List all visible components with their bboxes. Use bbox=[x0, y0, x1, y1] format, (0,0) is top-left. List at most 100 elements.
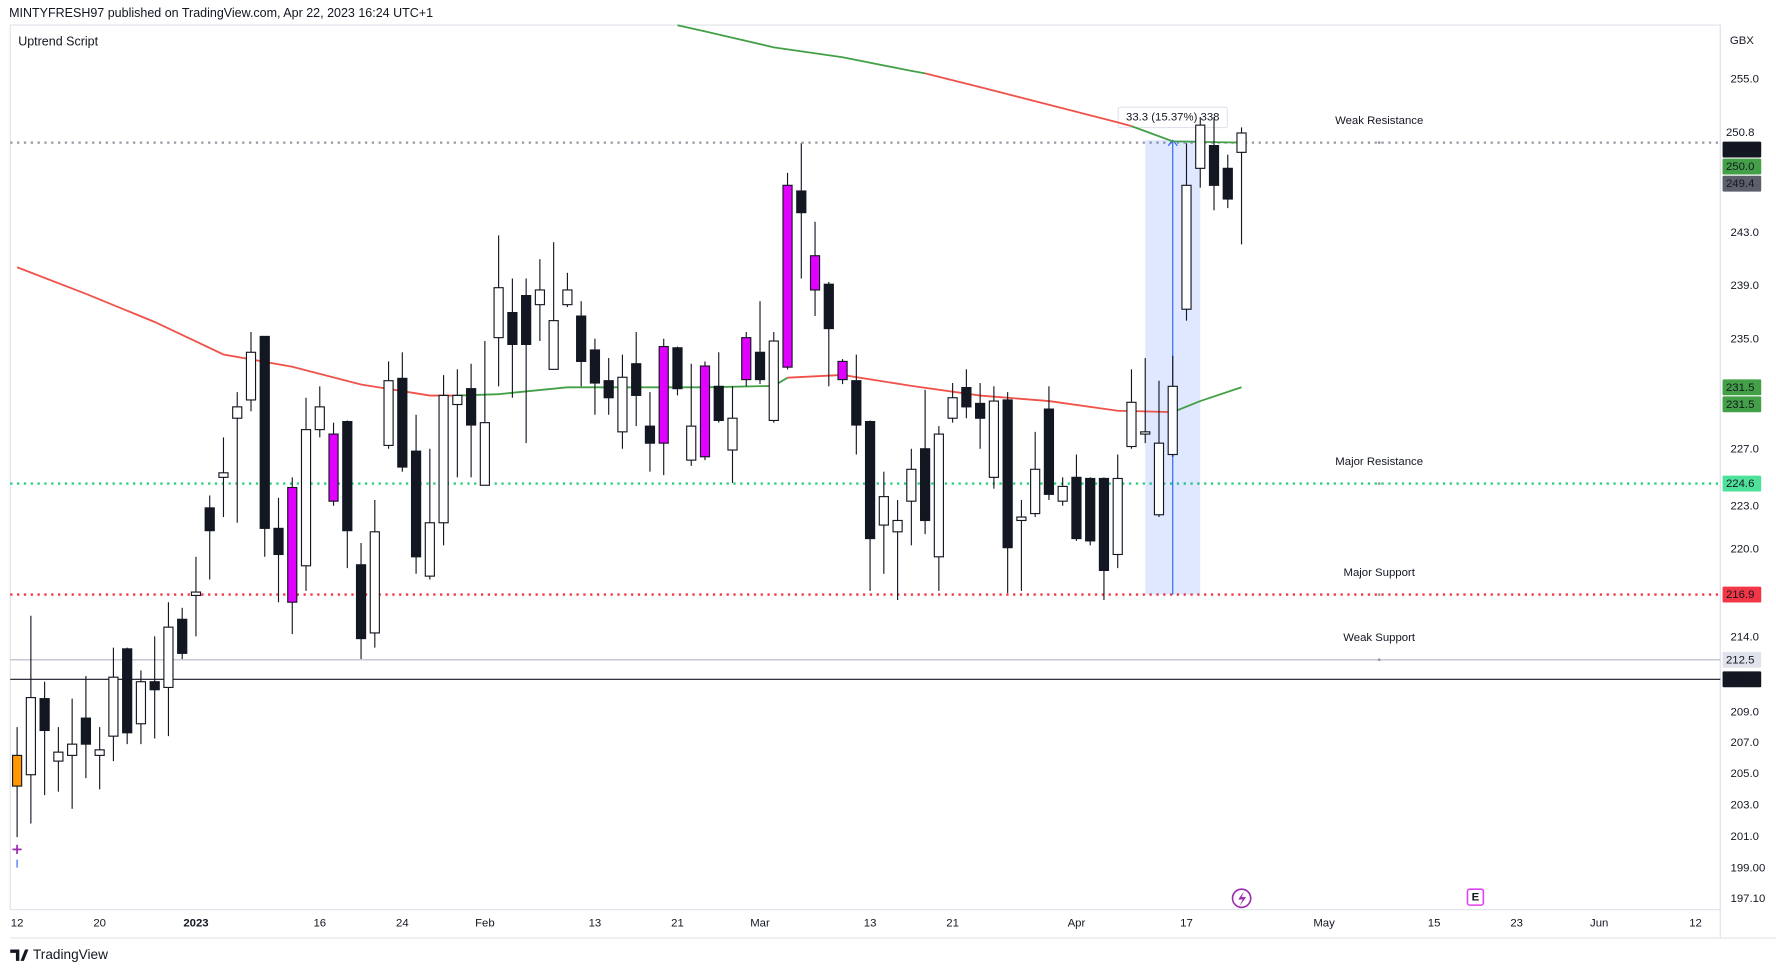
y-tick-label: 203.0 bbox=[1731, 799, 1759, 811]
level-anchor bbox=[1377, 658, 1381, 662]
price-label: 250.0 bbox=[1726, 161, 1754, 173]
candle-body bbox=[534, 289, 546, 306]
candle-body bbox=[1016, 516, 1027, 522]
candle-body bbox=[741, 337, 752, 381]
x-tick-label: May bbox=[1313, 917, 1335, 929]
candle-body bbox=[1071, 476, 1082, 540]
candle-body bbox=[521, 294, 532, 345]
indicator-title: Uptrend Script bbox=[18, 34, 98, 48]
candle-body bbox=[672, 347, 683, 390]
candle-body bbox=[782, 184, 793, 368]
candle-body bbox=[1112, 477, 1123, 556]
candle-body bbox=[727, 417, 738, 451]
level-anchor bbox=[1377, 141, 1381, 145]
lightning-icon bbox=[1231, 888, 1252, 909]
candle-body bbox=[919, 448, 931, 522]
candle-body bbox=[163, 626, 174, 689]
candle-body bbox=[796, 190, 807, 214]
candle-body bbox=[617, 376, 628, 433]
candle-body bbox=[947, 397, 958, 419]
price-label-box bbox=[1722, 379, 1762, 396]
candle-body bbox=[906, 468, 917, 502]
candle-body bbox=[1167, 385, 1178, 456]
price-label: 249.4 bbox=[1726, 178, 1754, 190]
y-tick-label: 223.0 bbox=[1731, 500, 1759, 512]
candle-body bbox=[878, 496, 889, 526]
x-tick-label: 2023 bbox=[183, 917, 208, 929]
candle-body bbox=[273, 527, 284, 556]
candle-body bbox=[218, 472, 229, 478]
candle-body bbox=[204, 507, 215, 532]
candle-body bbox=[631, 363, 642, 396]
candle-body bbox=[1222, 167, 1233, 200]
price-label-box bbox=[1722, 475, 1762, 492]
x-tick-label: 13 bbox=[589, 917, 602, 929]
x-tick-label: 15 bbox=[1428, 917, 1441, 929]
price-label-box bbox=[1722, 396, 1762, 413]
y-tick-label: 209.0 bbox=[1731, 707, 1759, 719]
price-label-box bbox=[1722, 124, 1762, 141]
x-tick-label: 20 bbox=[93, 917, 106, 929]
candle-body bbox=[410, 450, 422, 558]
candle-body bbox=[11, 754, 23, 787]
candle-body bbox=[452, 394, 463, 406]
candle-body bbox=[768, 340, 779, 422]
level-label: Major Support bbox=[1344, 567, 1416, 579]
y-tick-label: 214.0 bbox=[1731, 631, 1759, 643]
level-label: Weak Resistance bbox=[1335, 115, 1423, 127]
y-tick-label: 205.0 bbox=[1731, 768, 1759, 780]
candle-body bbox=[149, 681, 160, 691]
moving-average bbox=[16, 266, 458, 397]
candle-body bbox=[1126, 401, 1137, 448]
candle-body bbox=[122, 648, 133, 734]
price-label-box bbox=[1722, 141, 1762, 158]
candle-body bbox=[245, 351, 257, 401]
y-tick-label: 239.0 bbox=[1731, 280, 1759, 292]
tradingview-logo bbox=[10, 949, 29, 961]
event-label: E bbox=[1472, 892, 1480, 904]
price-label: 216.9 bbox=[1726, 589, 1754, 601]
candle-body bbox=[493, 287, 504, 339]
x-tick-label: Jun bbox=[1590, 917, 1608, 929]
price-label-box bbox=[1722, 586, 1762, 603]
candle-body bbox=[603, 380, 614, 399]
candle-body bbox=[383, 380, 394, 446]
price-label-box bbox=[1722, 651, 1762, 668]
level-anchor bbox=[1377, 593, 1381, 596]
candle-body bbox=[809, 255, 821, 291]
candle-body bbox=[1195, 124, 1206, 169]
candle-body bbox=[988, 400, 1000, 478]
price-label-box bbox=[1722, 158, 1762, 175]
candle-body bbox=[589, 349, 601, 384]
y-tick-label: 227.0 bbox=[1731, 444, 1759, 456]
candle-body bbox=[644, 425, 656, 444]
candle-body bbox=[1002, 399, 1013, 549]
candle-body bbox=[1236, 132, 1247, 153]
candle-body bbox=[1208, 145, 1220, 186]
measure-label: 33.3 (15.37%) 338 bbox=[1126, 111, 1219, 123]
candle-body bbox=[754, 351, 766, 381]
y-tick-label: 243.0 bbox=[1731, 227, 1759, 239]
event-marker bbox=[1466, 888, 1485, 906]
currency-unit: GBX bbox=[1730, 35, 1754, 47]
candle-body bbox=[975, 402, 986, 419]
candle-body bbox=[465, 388, 477, 426]
candle-body bbox=[1153, 442, 1165, 516]
candle-body bbox=[961, 386, 972, 408]
candle-body bbox=[823, 283, 834, 330]
candle-body bbox=[851, 380, 862, 426]
x-tick-label: 23 bbox=[1510, 917, 1523, 929]
candle-body bbox=[438, 394, 449, 524]
x-tick-label: Apr bbox=[1068, 917, 1086, 929]
candle-body bbox=[232, 406, 243, 419]
x-tick-label: 17 bbox=[1180, 917, 1193, 929]
candle-body bbox=[108, 676, 119, 737]
x-tick-label: Mar bbox=[750, 917, 770, 929]
price-label: 231.5 bbox=[1726, 399, 1754, 411]
x-tick-label: 21 bbox=[946, 917, 959, 929]
candle-body bbox=[562, 289, 573, 306]
candle-body bbox=[1098, 477, 1110, 572]
candle-body bbox=[548, 320, 559, 370]
